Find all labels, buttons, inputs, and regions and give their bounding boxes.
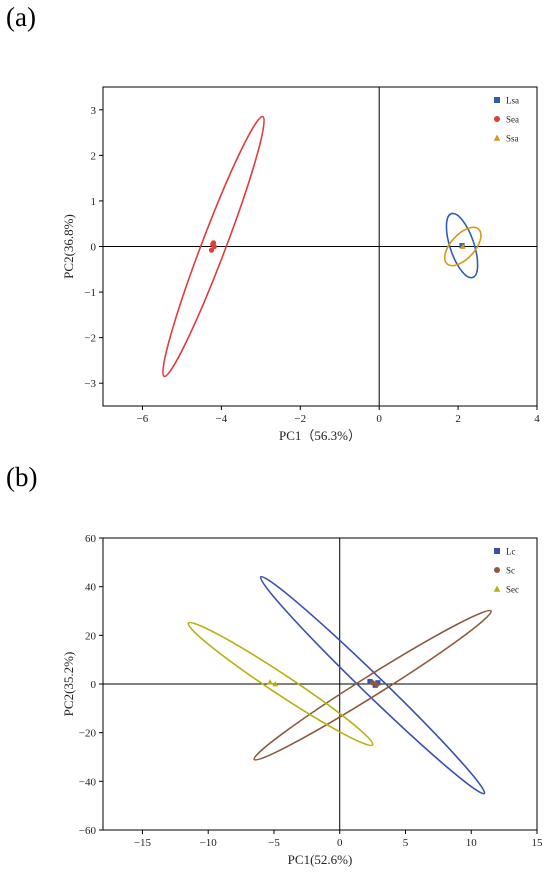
point-sec bbox=[272, 681, 279, 687]
y-tick-label-b: 20 bbox=[85, 630, 97, 642]
y-tick-label-a: −1 bbox=[84, 287, 96, 299]
legend-marker-sc bbox=[494, 567, 500, 573]
legend-label-sea: Sea bbox=[506, 115, 519, 125]
legend-marker-lsa bbox=[494, 97, 500, 103]
legend-label-lsa: Lsa bbox=[506, 96, 519, 106]
x-tick-label-a: 0 bbox=[376, 413, 382, 425]
point-sea bbox=[210, 241, 216, 247]
y-tick-label-a: 1 bbox=[91, 196, 97, 208]
y-tick-label-b: −60 bbox=[79, 825, 97, 837]
legend-marker-lc bbox=[494, 548, 500, 554]
y-tick-label-a: −2 bbox=[84, 333, 96, 345]
y-tick-label-b: 40 bbox=[85, 582, 97, 594]
y-tick-label-a: 2 bbox=[91, 150, 97, 162]
panel-label-b: (b) bbox=[6, 462, 38, 492]
x-tick-label-b: −10 bbox=[200, 837, 218, 849]
ellipse-lsa bbox=[445, 212, 479, 279]
point-sc bbox=[370, 680, 376, 686]
legend-label-ssa: Ssa bbox=[506, 134, 519, 144]
y-tick-label-b: 60 bbox=[85, 533, 97, 545]
ellipse-ssa bbox=[443, 226, 482, 267]
x-tick-label-a: −2 bbox=[294, 413, 306, 425]
x-tick-label-a: 4 bbox=[534, 413, 540, 425]
legend-marker-sea bbox=[494, 116, 500, 122]
point-lc bbox=[367, 678, 373, 685]
y-axis-label-a: PC2(36.8%) bbox=[61, 214, 76, 279]
y-tick-label-a: 0 bbox=[91, 242, 97, 254]
ellipse-sec bbox=[187, 621, 374, 747]
x-tick-label-a: 2 bbox=[455, 413, 461, 425]
x-tick-label-b: −5 bbox=[268, 837, 280, 849]
y-tick-label-b: −20 bbox=[79, 728, 97, 740]
x-axis-label-a: PC1（56.3%） bbox=[279, 428, 361, 443]
panel-label-a: (a) bbox=[6, 2, 36, 32]
point-ssa bbox=[459, 243, 466, 249]
y-axis-label-b: PC2(35.2%) bbox=[61, 652, 76, 717]
y-tick-label-a: 3 bbox=[91, 105, 97, 117]
legend-label-sec: Sec bbox=[506, 585, 519, 595]
x-tick-label-b: −15 bbox=[134, 837, 152, 849]
x-tick-label-b: 10 bbox=[466, 837, 478, 849]
x-tick-label-b: 15 bbox=[532, 837, 544, 849]
x-tick-label-a: −6 bbox=[137, 413, 149, 425]
legend-label-lc: Lc bbox=[506, 547, 516, 557]
y-tick-label-b: 0 bbox=[91, 679, 97, 691]
point-sc bbox=[373, 682, 380, 688]
legend-marker-ssa bbox=[493, 134, 501, 141]
ellipse-sc bbox=[253, 609, 492, 761]
legend-label-sc: Sc bbox=[506, 566, 515, 576]
point-sec bbox=[267, 679, 273, 685]
ellipse-lc bbox=[259, 575, 486, 795]
ellipse-sea bbox=[162, 115, 265, 378]
x-axis-label-b: PC1(52.6%) bbox=[288, 852, 353, 867]
x-tick-label-b: 5 bbox=[403, 837, 409, 849]
y-tick-label-a: −3 bbox=[84, 378, 96, 390]
point-sea bbox=[208, 247, 215, 253]
x-tick-label-b: 0 bbox=[337, 837, 343, 849]
y-tick-label-b: −40 bbox=[79, 776, 97, 788]
x-tick-label-a: −4 bbox=[216, 413, 228, 425]
legend-marker-sec bbox=[493, 585, 501, 592]
